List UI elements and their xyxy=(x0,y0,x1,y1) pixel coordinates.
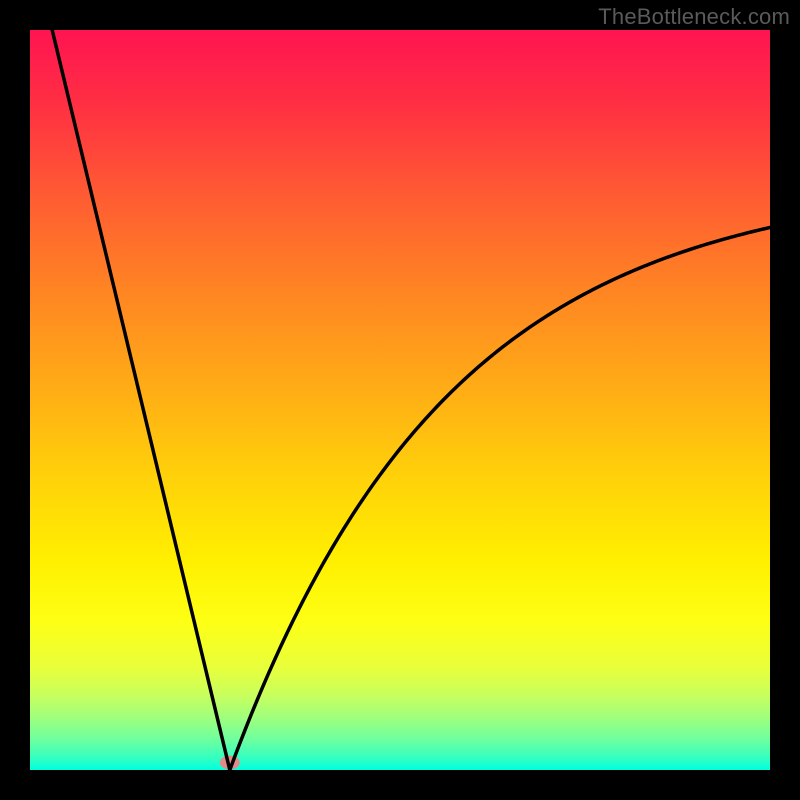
watermark-text: TheBottleneck.com xyxy=(598,4,790,30)
bottleneck-chart xyxy=(0,0,800,800)
chart-root: TheBottleneck.com xyxy=(0,0,800,800)
